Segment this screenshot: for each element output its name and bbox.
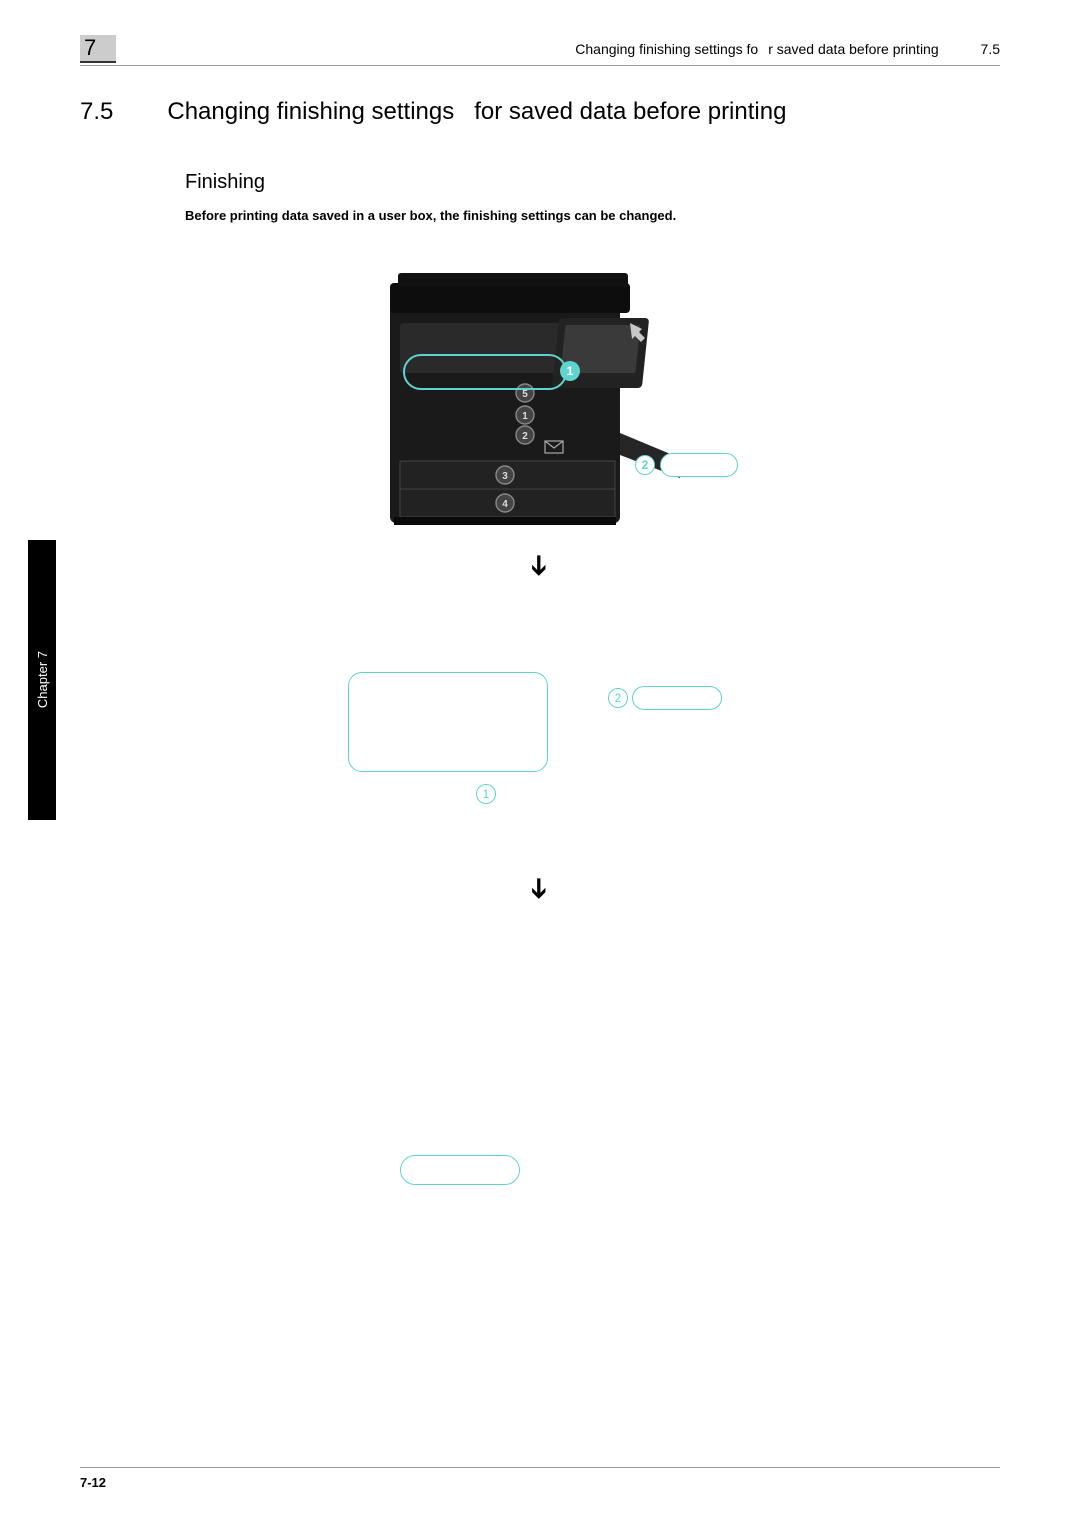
down-arrow-icon: ➔ — [524, 554, 557, 577]
running-head: Changing finishing settings fo r saved da… — [116, 35, 1000, 57]
section-title-left: Changing finishing settings — [167, 98, 454, 125]
callout-pill-2 — [660, 453, 738, 477]
down-arrow-icon-2: ➔ — [524, 877, 557, 900]
svg-text:1: 1 — [522, 411, 528, 422]
figure-printer: 5 1 2 3 4 — [330, 263, 750, 533]
figure-panel-2 — [330, 965, 750, 1195]
section-title: Changing finishing settings for saved dat… — [167, 98, 786, 126]
figure-panel-1: 1 2 — [330, 632, 750, 842]
panel-callout-1-label: 1 — [483, 787, 490, 801]
svg-text:4: 4 — [502, 499, 508, 510]
arrow-down-1: ➔ — [80, 549, 1000, 582]
callout-solid-1: 1 — [560, 361, 580, 381]
printer-illustration: 5 1 2 3 4 — [350, 263, 730, 533]
section-number: 7.5 — [80, 98, 113, 126]
panel-highlight-main — [348, 672, 548, 772]
arrow-down-2: ➔ — [80, 872, 1000, 905]
section-title-right: for saved data before printing — [474, 98, 786, 125]
sidebar-title: Useful box operations — [26, 620, 41, 746]
section-title-row: 7.5 Changing finishing settings for saved… — [80, 98, 1000, 126]
subsection-block: Finishing Before printing data saved in … — [185, 171, 1000, 223]
chapter-number: 7 — [84, 35, 96, 61]
callout-outline-2-label: 2 — [642, 458, 649, 472]
panel-callout-2: 2 — [608, 688, 628, 708]
panel-callout-1: 1 — [476, 784, 496, 804]
final-highlight-pill — [400, 1155, 520, 1185]
header-section-ref: 7.5 — [981, 41, 1000, 57]
svg-text:2: 2 — [522, 431, 528, 442]
running-head-right: r saved data before printing — [768, 41, 938, 57]
page-header: 7 Changing finishing settings fo r saved … — [80, 35, 1000, 66]
page-number: 7-12 — [80, 1475, 106, 1490]
callout-outline-2: 2 — [635, 455, 655, 475]
panel-pill-2 — [632, 686, 722, 710]
page-footer: 7-12 — [80, 1467, 1000, 1492]
callout-solid-1-label: 1 — [567, 364, 574, 378]
svg-text:5: 5 — [522, 389, 528, 400]
panel-callout-2-label: 2 — [615, 691, 622, 705]
subsection-title: Finishing — [185, 171, 1000, 194]
subsection-body: Before printing data saved in a user box… — [185, 208, 1000, 223]
running-head-left: Changing finishing settings fo — [575, 41, 758, 57]
chapter-number-box: 7 — [80, 35, 116, 63]
svg-text:3: 3 — [502, 471, 508, 482]
